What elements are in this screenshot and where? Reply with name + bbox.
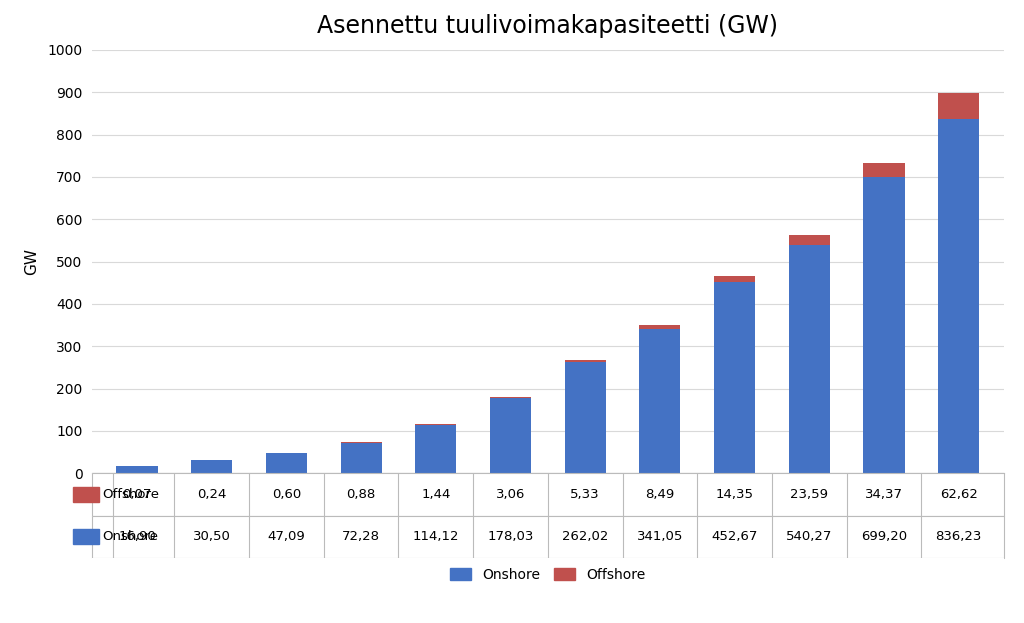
Text: 23,59: 23,59 xyxy=(791,488,828,501)
Bar xyxy=(714,282,755,473)
Bar xyxy=(714,275,755,282)
Bar xyxy=(489,397,531,398)
Bar xyxy=(863,163,904,177)
Text: 30,50: 30,50 xyxy=(193,530,230,543)
Bar xyxy=(639,329,680,473)
Bar xyxy=(938,119,979,473)
Text: 178,03: 178,03 xyxy=(487,530,534,543)
Text: 699,20: 699,20 xyxy=(861,530,907,543)
Legend: Onshore, Offshore: Onshore, Offshore xyxy=(444,563,651,587)
Text: 114,12: 114,12 xyxy=(413,530,459,543)
Bar xyxy=(564,363,606,473)
Text: Offshore: Offshore xyxy=(102,488,160,501)
Bar xyxy=(788,234,829,244)
Y-axis label: GW: GW xyxy=(24,248,39,275)
Text: 540,27: 540,27 xyxy=(786,530,833,543)
Bar xyxy=(73,487,98,502)
Bar xyxy=(341,443,382,473)
Text: 1,44: 1,44 xyxy=(421,488,451,501)
Text: 72,28: 72,28 xyxy=(342,530,380,543)
Title: Asennettu tuulivoimakapasiteetti (GW): Asennettu tuulivoimakapasiteetti (GW) xyxy=(317,14,778,38)
Text: 3,06: 3,06 xyxy=(496,488,525,501)
Text: 0,88: 0,88 xyxy=(346,488,376,501)
Bar xyxy=(564,360,606,363)
Bar xyxy=(266,454,307,473)
Text: 836,23: 836,23 xyxy=(936,530,982,543)
Bar xyxy=(863,177,904,473)
Bar xyxy=(639,325,680,329)
Bar xyxy=(416,425,457,473)
Text: 16,90: 16,90 xyxy=(118,530,156,543)
Bar xyxy=(73,530,98,545)
Text: Onshore: Onshore xyxy=(102,530,159,543)
Text: 34,37: 34,37 xyxy=(865,488,903,501)
Bar xyxy=(117,466,158,473)
Bar xyxy=(938,93,979,119)
Text: 341,05: 341,05 xyxy=(637,530,683,543)
Text: 452,67: 452,67 xyxy=(712,530,758,543)
Text: 0,07: 0,07 xyxy=(122,488,152,501)
Bar xyxy=(191,460,232,473)
Bar xyxy=(489,398,531,473)
Text: 47,09: 47,09 xyxy=(267,530,305,543)
Text: 14,35: 14,35 xyxy=(716,488,754,501)
Text: 62,62: 62,62 xyxy=(940,488,978,501)
Text: 262,02: 262,02 xyxy=(562,530,608,543)
Text: 5,33: 5,33 xyxy=(570,488,600,501)
Text: 0,24: 0,24 xyxy=(197,488,226,501)
Text: 0,60: 0,60 xyxy=(271,488,301,501)
Text: 8,49: 8,49 xyxy=(645,488,675,501)
Bar xyxy=(788,244,829,473)
